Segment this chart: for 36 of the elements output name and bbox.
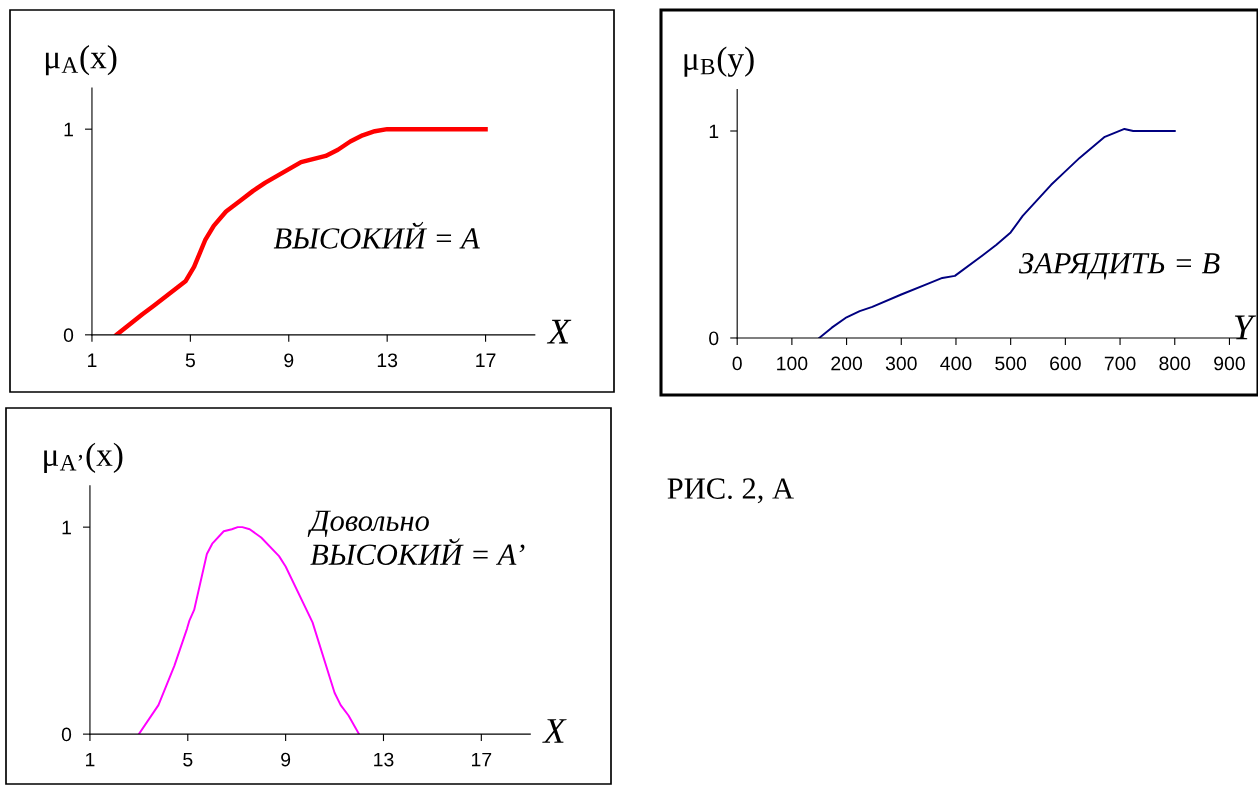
x-tick-label: 900	[1214, 356, 1245, 371]
x-tick-label: 13	[374, 752, 394, 767]
x-tick-label: 13	[377, 353, 398, 368]
x-tick-label: 1	[86, 752, 95, 767]
x-tick-label: 600	[1050, 356, 1081, 371]
x-tick-label: 9	[284, 353, 294, 368]
x-tick-label: 200	[831, 356, 863, 371]
annotation: ЗАРЯДИТЬ = B	[1018, 253, 1220, 280]
line-series	[818, 127, 1176, 338]
x-tick-label: 5	[183, 752, 193, 767]
x-tick-label: 100	[777, 356, 808, 371]
y-axis-title: μ$_{A’}$(x)	[44, 442, 123, 473]
x-tick-label: 9	[281, 752, 291, 767]
y-tick-label: 1	[62, 520, 71, 535]
line-series	[114, 126, 488, 335]
x-tick-label: 1	[88, 353, 97, 367]
x-tick-label: 800	[1159, 356, 1191, 371]
x-tick-label: 5	[185, 353, 195, 368]
x-axis-title: Y	[1234, 315, 1257, 340]
x-tick-label: 17	[476, 353, 496, 367]
x-tick-label: 0	[732, 356, 742, 371]
x-tick-label: 500	[995, 356, 1027, 371]
y-tick-label: 0	[61, 727, 72, 742]
x-axis-title: X	[546, 319, 572, 344]
x-tick-label: 700	[1104, 356, 1136, 371]
annotation: Довольно ВЫСОКИЙ = A’	[307, 510, 525, 566]
x-axis-title: X	[542, 719, 567, 743]
x-tick-label: 300	[885, 356, 917, 371]
y-axis-title: μ$_{A}$(x)	[45, 45, 117, 76]
x-tick-label: 17	[471, 752, 492, 767]
x-tick-label: 400	[940, 356, 972, 371]
y-axis-title: μ$_{B}$(y)	[684, 46, 754, 77]
y-tick-label: 1	[64, 122, 73, 137]
text: РИС. 2, А	[667, 478, 794, 504]
annotation: ВЫСОКИЙ = A	[273, 221, 480, 249]
y-tick-label: 0	[63, 328, 74, 343]
